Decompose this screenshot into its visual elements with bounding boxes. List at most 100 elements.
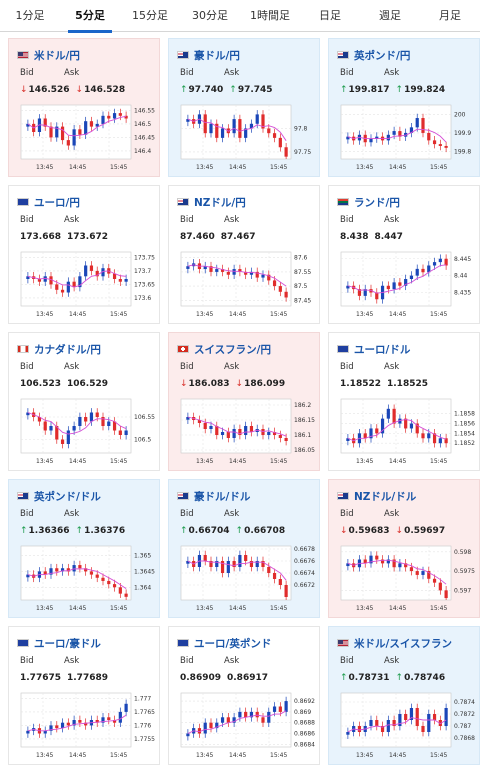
x-tick-label: 15:45 [430,164,447,171]
price-chart[interactable]: 8.445 8.44 8.435 13:45 14:45 15:45 [339,250,479,320]
pair-card[interactable]: ユーロ/豪ドル Bid Ask 1.77675 1.77689 1.777 1.7765 1.… [8,626,160,765]
flag-icon [177,198,189,206]
y-tick-label: 87.6 [294,255,308,262]
price-chart[interactable]: 1.365 1.3645 1.364 13:45 14:45 15:45 [19,544,159,614]
pair-title[interactable]: NZドル/円 [194,196,246,209]
currency-grid: 米ドル/円 Bid Ask ↓146.526 ↓146.528 146.55 146.5 14… [0,32,480,768]
candle-body [203,423,207,429]
y-tick-label: 1.7765 [134,709,155,716]
pair-card[interactable]: NZドル/ドル Bid Ask ↓0.59683 ↓0.59697 0.598 0.5975… [328,479,480,618]
moving-average-line [187,416,287,437]
candle-body [438,720,442,726]
candle-body [95,270,99,277]
y-tick-label: 199.9 [454,130,471,137]
quote-labels: Bid Ask [340,215,428,225]
tab-7[interactable]: 月足 [439,9,461,22]
candle-body [209,266,213,272]
price-chart[interactable]: 106.55 106.5 13:45 14:45 15:45 [19,397,159,467]
ask-value: 199.824 [404,85,446,95]
pair-card[interactable]: 豪ドル/ドル Bid Ask ↑0.66704 ↑0.66708 0.6678 0.6676… [168,479,320,618]
price-chart[interactable]: 0.6678 0.6676 0.6674 0.6672 13:45 14:45 15:45 [179,544,319,614]
x-tick-label: 13:45 [36,752,53,759]
candle-body [267,128,271,134]
candle-body [278,435,282,438]
price-chart[interactable]: 173.75 173.7 173.65 173.6 13:45 14:45 15:45 [19,250,159,320]
y-tick-label: 97.75 [294,149,311,156]
price-chart[interactable]: 0.598 0.5975 0.597 13:45 14:45 15:45 [339,544,479,614]
pair-card[interactable]: ユーロ/円 Bid Ask 173.668 173.672 173.75 173.7 173.… [8,185,160,324]
pair-title[interactable]: 豪ドル/ドル [194,490,251,503]
price-chart[interactable]: 200 199.9 199.8 13:45 14:45 15:45 [339,103,479,173]
x-tick-label: 14:45 [69,752,86,759]
candle-body [209,123,213,134]
candle-body [101,717,105,723]
pair-title[interactable]: スイスフラン/円 [194,343,272,356]
tab-3[interactable]: 30分足 [192,9,228,22]
price-chart[interactable]: 87.6 87.55 87.5 87.45 13:45 14:45 15:45 [179,250,319,320]
pair-title[interactable]: ユーロ/ドル [354,343,411,356]
pair-card[interactable]: ユーロ/ドル Bid Ask 1.18522 1.18525 1.1858 1.1856 1.… [328,332,480,471]
price-chart[interactable]: 146.55 146.5 146.45 146.4 13:45 14:45 15:45 [19,103,159,173]
pair-card[interactable]: 英ポンド/円 Bid Ask ↑199.817 ↑199.824 200 199.9 199.… [328,38,480,177]
pair-title[interactable]: NZドル/ドル [354,490,417,503]
pair-title[interactable]: 豪ドル/円 [194,49,240,62]
candle-body [226,561,230,573]
x-tick-label: 14:45 [229,752,246,759]
tab-5[interactable]: 日足 [319,9,341,22]
tab-0[interactable]: 1分足 [15,9,45,22]
candle-body [278,286,282,292]
pair-title[interactable]: カナダドル/円 [34,343,101,356]
candle-body [238,711,242,718]
tab-4[interactable]: 1時間足 [250,9,290,22]
pair-title[interactable]: ユーロ/円 [34,196,80,209]
price-chart[interactable]: 97.8 97.75 13:45 14:45 15:45 [179,103,319,173]
price-chart[interactable]: 0.7874 0.7872 0.787 0.7868 13:45 14:45 15:45 [339,691,479,761]
pair-card[interactable]: スイスフラン/円 Bid Ask ↓186.083 ↓186.099 186.2 186.1… [168,332,320,471]
candle-body [43,421,47,431]
arrow-up-icon: ↑ [235,526,244,536]
pair-title[interactable]: 米ドル/円 [34,49,80,62]
price-chart[interactable]: 0.8692 0.869 0.8688 0.8686 0.8684 13:45 14:45 1… [179,691,319,761]
pair-title[interactable]: 英ポンド/ドル [34,490,101,503]
pair-card[interactable]: 米ドル/スイスフラン Bid Ask ↑0.78731 ↑0.78746 0.7874 0.… [328,626,480,765]
candle-body [404,714,408,720]
candle-body [124,430,128,435]
pair-card[interactable]: ユーロ/英ポンド Bid Ask 0.86909 0.86917 0.8692 0.869 0… [168,626,320,765]
candle-body [444,258,448,266]
price-chart[interactable]: 186.2 186.15 186.1 186.05 13:45 14:45 15:45 [179,397,319,467]
y-tick-label: 0.787 [454,723,471,730]
pair-card[interactable]: 豪ドル/円 Bid Ask ↑97.740 ↑97.745 97.8 97.75 13:45 1… [168,38,320,177]
candle-body [392,559,396,568]
pair-title[interactable]: ユーロ/英ポンド [194,637,272,650]
pair-title[interactable]: 米ドル/スイスフラン [354,637,453,650]
tab-2[interactable]: 15分足 [132,9,168,22]
x-tick-label: 15:45 [430,605,447,612]
candle-body [84,722,88,726]
pair-card[interactable]: NZドル/円 Bid Ask 87.460 87.467 87.6 87.55 87.5 87.… [168,185,320,324]
pair-title[interactable]: ランド/円 [354,196,400,209]
candle-body [107,421,111,426]
candle-body [66,281,70,293]
pair-card[interactable]: 英ポンド/ドル Bid Ask ↑1.36366 ↑1.36376 1.365 1.3645… [8,479,160,618]
candle-body [392,408,396,424]
pair-card[interactable]: カナダドル/円 Bid Ask 106.523 106.529 106.55 106.5 13… [8,332,160,471]
pair-title[interactable]: 英ポンド/円 [354,49,411,62]
pair-card[interactable]: 米ドル/円 Bid Ask ↓146.526 ↓146.528 146.55 146.5 14… [8,38,160,177]
ask-value: 8.447 [374,232,403,242]
x-tick-label: 15:45 [270,752,287,759]
candle-body [124,115,128,119]
candle-body [375,428,379,434]
y-tick-label: 1.1854 [454,430,475,437]
tab-6[interactable]: 週足 [379,9,401,22]
bid-label: Bid [20,215,34,225]
pair-card[interactable]: ランド/円 Bid Ask 8.438 8.447 8.445 8.44 8.435 13:45… [328,185,480,324]
pair-title[interactable]: ユーロ/豪ドル [34,637,101,650]
y-tick-label: 0.7874 [454,699,475,706]
price-chart[interactable]: 1.1858 1.1856 1.1854 1.1852 13:45 14:45 15:45 [339,397,479,467]
arrow-down-icon: ↓ [75,85,84,95]
ask-value: 0.86917 [227,673,268,683]
price-chart[interactable]: 1.777 1.7765 1.776 1.7755 13:45 14:45 15:45 [19,691,159,761]
y-tick-label: 1.364 [134,584,151,591]
x-tick-label: 14:45 [69,458,86,465]
tab-1[interactable]: 5分足 [60,0,120,33]
